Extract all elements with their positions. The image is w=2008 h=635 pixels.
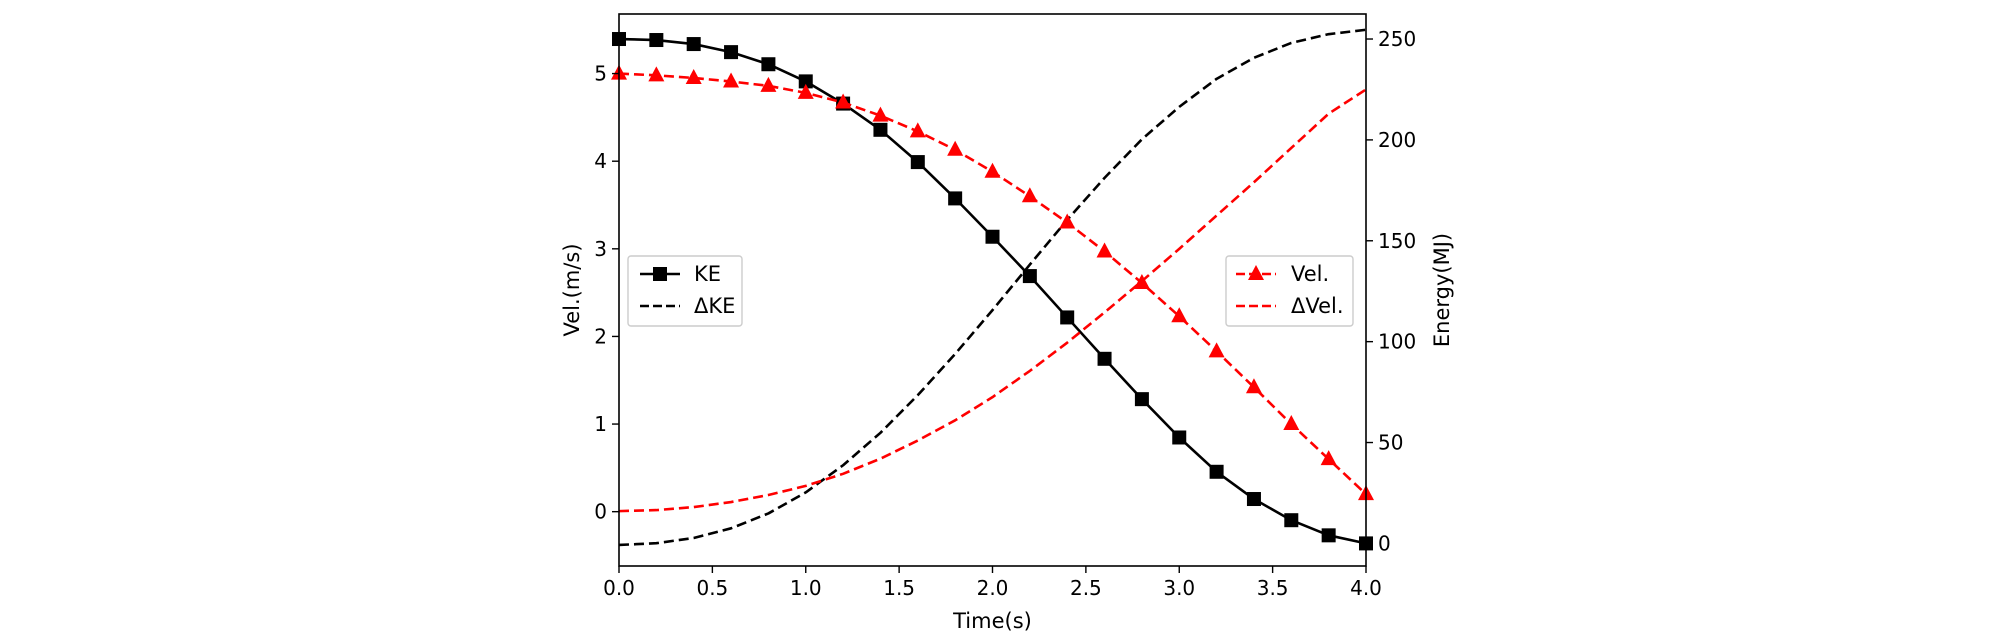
x-tick-label: 0.5 xyxy=(696,576,728,600)
data-point-vel xyxy=(909,122,926,138)
data-point-ke xyxy=(798,74,813,89)
data-point-vel xyxy=(984,162,1001,178)
data-point-ke xyxy=(910,155,925,170)
legend-vel-marker xyxy=(1248,265,1264,280)
data-point-ke xyxy=(686,37,701,52)
data-point-ke xyxy=(948,191,963,206)
ticks-layer: 0.0 0.5 1.0 1.5 2.0 2.5 3.0 3.5 4.00123450501001… xyxy=(594,27,1416,600)
data-point-vel xyxy=(685,68,702,84)
data-point-vel xyxy=(1059,213,1076,229)
y-right-tick-label: 50 xyxy=(1378,431,1403,455)
data-point-vel xyxy=(1208,342,1225,358)
y-left-tick-label: 2 xyxy=(594,324,607,348)
x-tick-label: 4.0 xyxy=(1350,576,1382,600)
data-point-ke xyxy=(649,33,664,48)
data-point-vel xyxy=(1283,415,1300,431)
data-point-ke xyxy=(1097,351,1112,366)
legend-dvel-label: ΔVel. xyxy=(1291,294,1344,318)
data-point-vel xyxy=(1021,187,1038,203)
legend-ke-marker xyxy=(653,267,667,281)
y-axis-left-title: Vel.(m/s) xyxy=(560,243,584,336)
series-vel xyxy=(611,64,1374,501)
x-tick-label: 2.5 xyxy=(1070,576,1102,600)
legend-right: Vel. ΔVel. xyxy=(1225,255,1354,327)
data-point-vel xyxy=(797,83,814,99)
data-point-ke xyxy=(1022,269,1037,284)
legend-left: KE ΔKE xyxy=(627,255,743,327)
y-right-tick-label: 200 xyxy=(1378,128,1416,152)
x-tick-label: 1.0 xyxy=(790,576,822,600)
data-point-ke xyxy=(761,57,776,72)
data-point-ke xyxy=(873,122,888,137)
y-right-tick-label: 0 xyxy=(1378,531,1391,555)
data-point-ke xyxy=(1060,310,1075,325)
data-point-ke xyxy=(985,229,1000,244)
x-tick-label: 2.0 xyxy=(977,576,1009,600)
series-delta-ke xyxy=(618,28,1367,547)
data-point-ke xyxy=(1284,513,1299,528)
data-point-ke xyxy=(724,45,739,60)
legend-ke-label: KE xyxy=(694,262,721,286)
series-layer xyxy=(611,28,1374,551)
data-point-vel xyxy=(872,106,889,122)
x-tick-label: 3.5 xyxy=(1257,576,1289,600)
x-tick-label: 3.0 xyxy=(1163,576,1195,600)
data-point-vel xyxy=(1245,378,1262,394)
data-point-vel xyxy=(1096,242,1113,258)
legend-vel-label: Vel. xyxy=(1291,262,1329,286)
y-axis-right-title: Energy(MJ) xyxy=(1430,233,1454,347)
y-left-tick-label: 1 xyxy=(594,412,607,436)
y-left-tick-label: 3 xyxy=(594,237,607,261)
y-left-tick-label: 0 xyxy=(594,500,607,524)
series-line-delta-ke xyxy=(618,28,1367,547)
data-point-vel xyxy=(648,66,665,82)
data-point-ke xyxy=(1321,528,1336,543)
legend-dke-label: ΔKE xyxy=(694,294,735,318)
y-left-tick-label: 5 xyxy=(594,62,607,86)
x-tick-label: 0.0 xyxy=(603,576,635,600)
series-delta-vel xyxy=(618,88,1367,513)
data-point-vel xyxy=(1171,307,1188,323)
series-line-delta-vel xyxy=(618,88,1367,513)
data-point-vel xyxy=(723,72,740,88)
data-point-vel xyxy=(835,93,852,109)
data-point-vel xyxy=(1320,450,1337,466)
y-right-tick-label: 250 xyxy=(1378,27,1416,51)
data-point-ke xyxy=(1134,392,1149,407)
data-point-vel xyxy=(947,140,964,156)
y-right-tick-label: 150 xyxy=(1378,229,1416,253)
data-point-ke xyxy=(1172,430,1187,445)
y-left-tick-label: 4 xyxy=(594,149,607,173)
y-right-tick-label: 100 xyxy=(1378,330,1416,354)
x-tick-label: 1.5 xyxy=(883,576,915,600)
data-point-ke xyxy=(1246,492,1261,507)
data-point-vel xyxy=(760,76,777,92)
x-axis-title: Time(s) xyxy=(952,609,1032,633)
data-point-ke xyxy=(1209,464,1224,479)
